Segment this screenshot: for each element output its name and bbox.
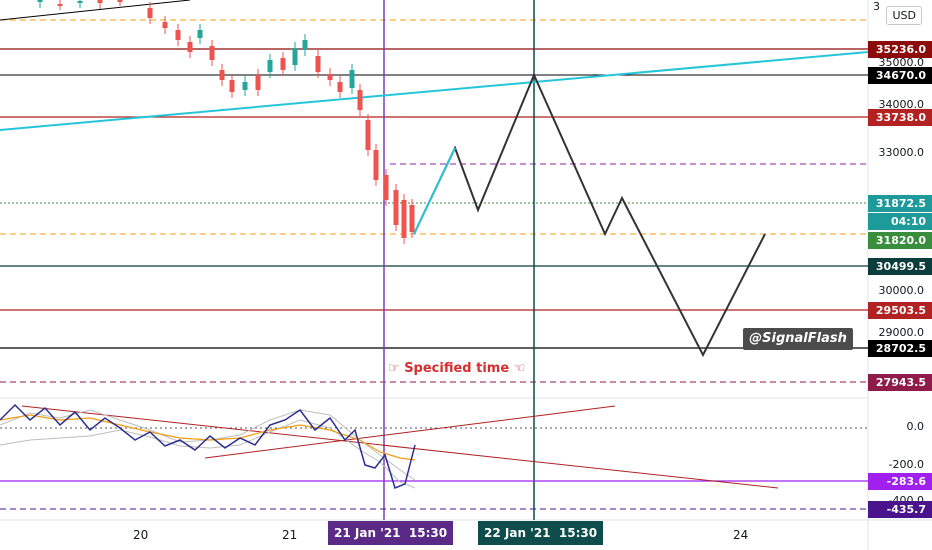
candle-body bbox=[175, 30, 181, 40]
currency-button[interactable]: USD bbox=[886, 6, 922, 25]
candle-body bbox=[242, 82, 248, 90]
candle-body bbox=[187, 42, 193, 52]
time-highlight-2: 22 Jan '21 15:30 bbox=[478, 521, 604, 545]
current-price-label: 31872.5 bbox=[868, 195, 932, 212]
price-label: 35236.0 bbox=[868, 41, 932, 58]
time-highlight-time: 15:30 bbox=[558, 526, 598, 540]
candle-body bbox=[357, 90, 363, 110]
candle-body bbox=[97, 0, 103, 3]
candle-body bbox=[302, 40, 308, 50]
candle-body bbox=[315, 56, 321, 72]
candle-body bbox=[373, 150, 379, 180]
price-tick: 34000.0 bbox=[878, 98, 925, 111]
candle-body bbox=[197, 30, 203, 38]
price-label: 28702.5 bbox=[868, 340, 932, 357]
candle-body bbox=[349, 70, 355, 88]
candle-body bbox=[267, 60, 273, 72]
price-label: 34670.0 bbox=[868, 67, 932, 84]
candlestick-series bbox=[37, 0, 415, 244]
osc-tick: 0.0 bbox=[906, 420, 925, 433]
candle-body bbox=[229, 80, 235, 92]
candle-body bbox=[383, 175, 389, 200]
price-label: 30499.5 bbox=[868, 258, 932, 275]
candle-body bbox=[147, 8, 153, 18]
candle-body bbox=[409, 205, 415, 232]
osc-label: -435.7 bbox=[868, 501, 932, 518]
time-tick: 20 bbox=[133, 528, 149, 542]
candle-body bbox=[57, 4, 63, 6]
time-highlight-date: 22 Jan '21 bbox=[484, 526, 551, 540]
candle-body bbox=[393, 190, 399, 225]
price-tick: 35000.0 bbox=[878, 56, 925, 69]
candle-body bbox=[337, 82, 343, 92]
candle-body bbox=[162, 22, 168, 28]
candle-body bbox=[327, 74, 333, 80]
time-tick: 24 bbox=[733, 528, 749, 542]
candle-body bbox=[77, 1, 83, 3]
candle-body bbox=[401, 200, 407, 238]
annotation-text: Specified time bbox=[404, 361, 510, 376]
candle-body bbox=[255, 75, 261, 90]
annotation-specified-time: ☞ Specified time ☜ bbox=[388, 361, 525, 376]
price-tick: 33000.0 bbox=[878, 146, 925, 159]
price-label-partial: 3 bbox=[873, 0, 880, 13]
price-tick: 30000.0 bbox=[878, 284, 925, 297]
price-tick: 29000.0 bbox=[878, 326, 925, 339]
osc-tick: -200.0 bbox=[888, 458, 924, 471]
point-right-icon: ☞ bbox=[388, 361, 400, 376]
time-highlight-1: 21 Jan '21 15:30 bbox=[328, 521, 454, 545]
price-label: 29503.5 bbox=[868, 302, 932, 319]
watermark: @SignalFlash bbox=[743, 328, 853, 350]
point-left-icon: ☜ bbox=[513, 361, 526, 376]
candle-body bbox=[37, 0, 43, 2]
countdown-label: 04:10 bbox=[868, 213, 932, 230]
price-label: 31820.0 bbox=[868, 232, 932, 249]
candle-body bbox=[219, 70, 225, 80]
candle-body bbox=[117, 0, 123, 2]
osc-label: -283.6 bbox=[868, 473, 932, 490]
candle-body bbox=[280, 58, 286, 70]
candle-body bbox=[292, 48, 298, 65]
time-highlight-date: 21 Jan '21 bbox=[334, 526, 401, 540]
candle-body bbox=[365, 120, 371, 150]
time-tick: 21 bbox=[282, 528, 298, 542]
price-label: 27943.5 bbox=[868, 374, 932, 391]
candle-body bbox=[209, 46, 215, 60]
price-label: 33738.0 bbox=[868, 109, 932, 126]
time-highlight-time: 15:30 bbox=[408, 526, 448, 540]
